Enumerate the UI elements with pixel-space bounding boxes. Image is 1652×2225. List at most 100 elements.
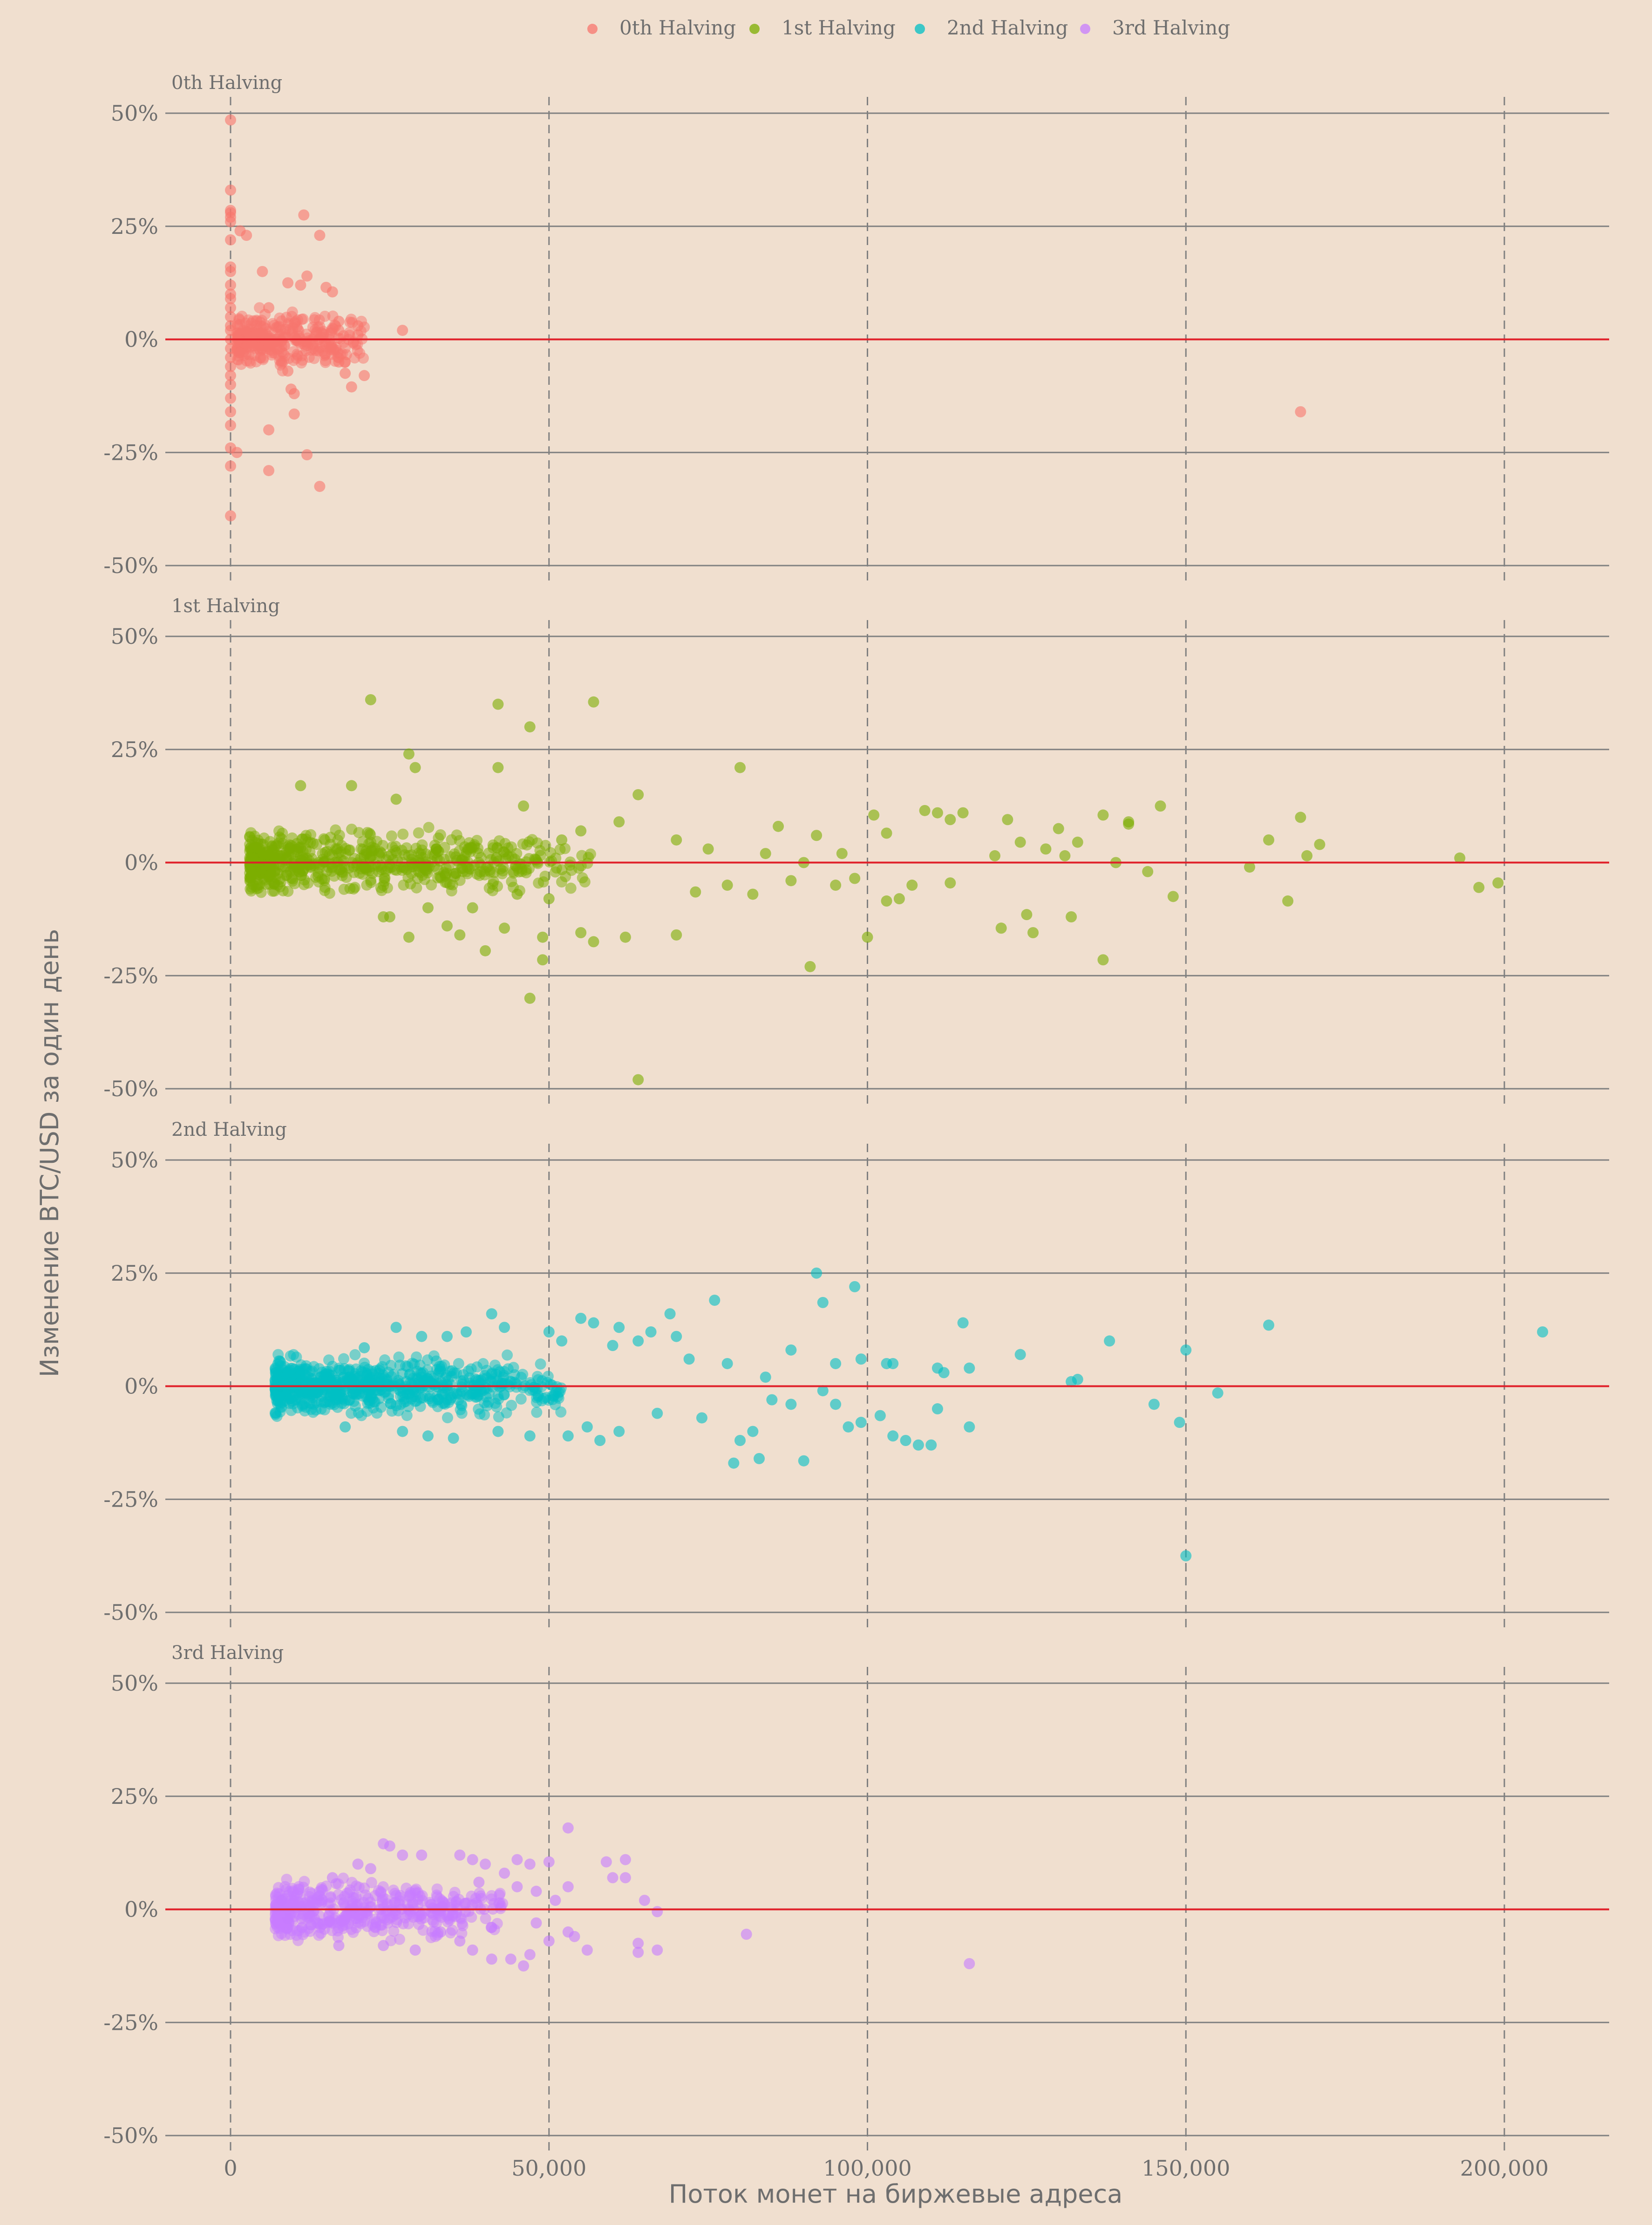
- data-point: [435, 829, 446, 841]
- data-point: [1314, 839, 1326, 850]
- data-point: [359, 370, 370, 382]
- x-tick-label: 200,000: [1460, 2156, 1549, 2181]
- data-point: [252, 879, 264, 891]
- data-point: [1454, 852, 1466, 864]
- data-point: [367, 1919, 379, 1931]
- data-point: [301, 449, 313, 461]
- data-point: [1142, 866, 1154, 877]
- x-tick-label: 100,000: [823, 2156, 911, 2181]
- data-point: [505, 1953, 517, 1965]
- data-point: [671, 1331, 682, 1342]
- data-point: [299, 340, 311, 352]
- data-point: [387, 854, 399, 866]
- data-point: [245, 860, 256, 871]
- data-point: [492, 880, 503, 892]
- data-point: [1295, 406, 1306, 417]
- data-point: [283, 1886, 295, 1897]
- data-point: [664, 1308, 676, 1320]
- data-point: [559, 843, 571, 854]
- data-point: [995, 922, 1007, 934]
- facet-title: 2nd Halving: [171, 1119, 287, 1140]
- data-point: [346, 780, 357, 792]
- data-point: [295, 780, 306, 792]
- data-point: [263, 465, 275, 477]
- data-point: [887, 1358, 899, 1369]
- data-point: [353, 1407, 364, 1419]
- data-point: [1066, 911, 1077, 923]
- data-point: [581, 1944, 593, 1956]
- data-point: [286, 875, 298, 887]
- data-point: [301, 270, 313, 282]
- data-point: [1002, 814, 1013, 826]
- data-point: [340, 356, 351, 368]
- data-point: [309, 312, 321, 323]
- data-point: [437, 1398, 449, 1409]
- y-tick-label: 0%: [124, 1374, 158, 1399]
- data-point: [912, 1439, 924, 1451]
- data-point: [881, 895, 892, 907]
- y-tick-label: -50%: [103, 553, 158, 578]
- data-point: [225, 234, 236, 246]
- data-point: [862, 931, 873, 943]
- data-point: [480, 1858, 491, 1870]
- data-point: [351, 1899, 363, 1911]
- data-point: [409, 1944, 421, 1956]
- data-point: [280, 1369, 292, 1380]
- data-point: [613, 1426, 625, 1437]
- data-point: [1021, 909, 1033, 921]
- data-point: [282, 1912, 294, 1924]
- data-point: [378, 1372, 390, 1384]
- data-point: [428, 1350, 440, 1362]
- data-point: [312, 1918, 324, 1929]
- data-point: [367, 1402, 379, 1414]
- data-point: [282, 843, 294, 855]
- data-point: [344, 329, 355, 341]
- data-point: [484, 866, 496, 878]
- data-point: [352, 1858, 364, 1870]
- data-point: [543, 893, 555, 905]
- data-point: [257, 327, 268, 339]
- data-point: [1263, 1319, 1275, 1331]
- data-point: [931, 807, 943, 819]
- data-point: [444, 1390, 456, 1401]
- data-point: [607, 1340, 619, 1351]
- data-point: [246, 849, 258, 860]
- data-point: [333, 325, 345, 336]
- data-point: [236, 310, 248, 322]
- data-point: [359, 1358, 370, 1369]
- data-point: [240, 343, 252, 355]
- data-point: [501, 1407, 512, 1419]
- data-point: [314, 481, 326, 492]
- data-point: [272, 1911, 283, 1922]
- data-point: [332, 834, 344, 846]
- data-point: [581, 1421, 593, 1433]
- data-point: [239, 325, 251, 337]
- data-point: [537, 931, 549, 943]
- data-point: [350, 1363, 362, 1375]
- data-point: [562, 1881, 574, 1892]
- data-point: [652, 1944, 663, 1956]
- data-point: [310, 345, 321, 356]
- data-point: [413, 827, 424, 839]
- data-point: [394, 1892, 406, 1904]
- data-point: [511, 1881, 523, 1892]
- data-point: [556, 834, 568, 846]
- data-point: [397, 1426, 408, 1437]
- data-point: [579, 876, 591, 888]
- data-point: [494, 1366, 506, 1378]
- data-point: [448, 1433, 459, 1444]
- data-point: [434, 1360, 445, 1372]
- facet-title: 3rd Halving: [171, 1642, 284, 1664]
- y-tick-label: -25%: [103, 2010, 158, 2035]
- data-point: [588, 936, 599, 948]
- data-point: [325, 1891, 336, 1903]
- data-point: [416, 1849, 428, 1861]
- legend-marker: [915, 24, 925, 34]
- data-point: [900, 1435, 911, 1447]
- data-point: [1295, 812, 1306, 823]
- legend-marker: [1080, 24, 1090, 34]
- data-point: [989, 850, 1000, 861]
- data-point: [340, 848, 352, 860]
- data-point: [324, 1915, 335, 1926]
